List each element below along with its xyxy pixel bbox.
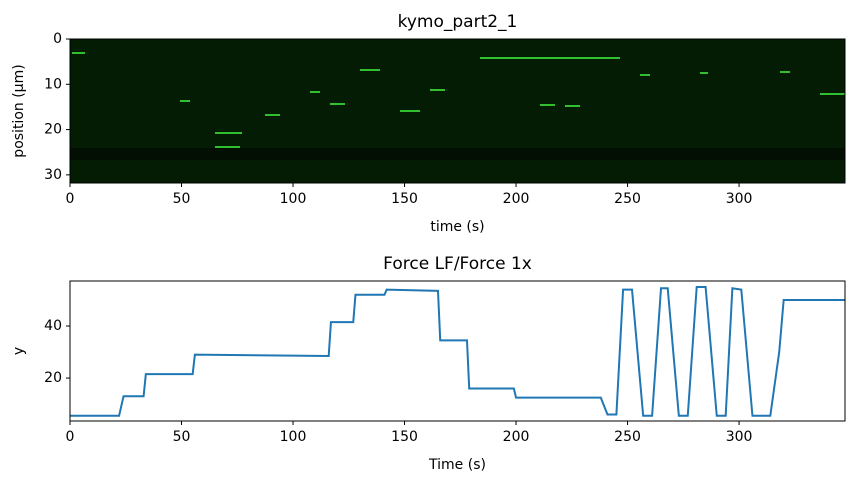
x-tick-label: 250: [614, 191, 641, 207]
chart-title: Force LF/Force 1x: [383, 254, 532, 274]
x-axis-label: Time (s): [428, 457, 486, 473]
force-line: [70, 285, 845, 417]
x-tick-label: 300: [726, 191, 753, 207]
x-tick-label: 50: [173, 429, 191, 445]
y-tick-label: 20: [44, 370, 62, 386]
y-axis-label: position (μm): [11, 64, 27, 157]
x-tick-label: 300: [726, 429, 753, 445]
axes-frame: [69, 280, 846, 422]
x-axis-label: time (s): [430, 219, 484, 235]
y-axis-label: y: [11, 347, 27, 355]
y-tick-label: 30: [44, 167, 62, 183]
x-tick-label: 150: [391, 191, 418, 207]
x-tick-label: 250: [614, 429, 641, 445]
y-tick-label: 40: [44, 318, 62, 334]
kymograph-image: [70, 39, 845, 183]
axes-frame: [69, 38, 846, 184]
chart-title: kymo_part2_1: [398, 12, 518, 32]
x-tick-label: 200: [503, 191, 530, 207]
x-tick-label: 50: [173, 191, 191, 207]
x-tick-label: 200: [503, 429, 530, 445]
y-tick-label: 10: [44, 76, 62, 92]
y-tick-label: 20: [44, 122, 62, 138]
x-tick-label: 100: [280, 429, 307, 445]
x-tick-label: 100: [280, 191, 307, 207]
x-tick-label: 0: [66, 429, 75, 445]
kymograph-band: [70, 148, 845, 160]
x-tick-label: 150: [391, 429, 418, 445]
y-tick-label: 0: [53, 31, 62, 47]
x-tick-label: 0: [66, 191, 75, 207]
